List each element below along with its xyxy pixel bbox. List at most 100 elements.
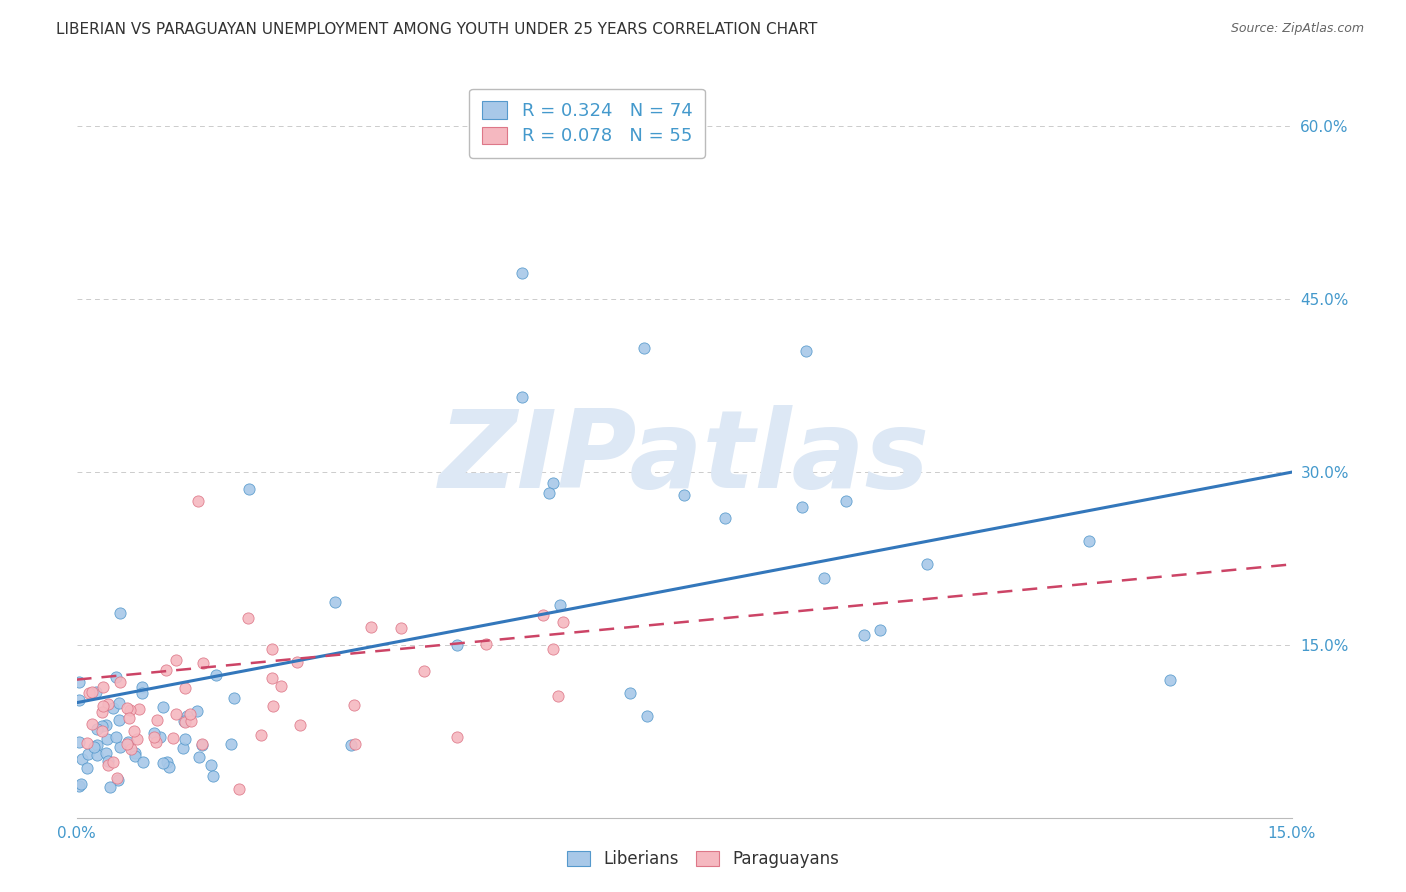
Point	[869, 623, 891, 637]
Point	[100, 780, 122, 794]
Text: ZIPatlas: ZIPatlas	[439, 405, 929, 511]
Point	[173, 714, 195, 729]
Point	[115, 737, 138, 751]
Point	[143, 730, 166, 744]
Point	[76, 736, 98, 750]
Legend: R = 0.324   N = 74, R = 0.078   N = 55: R = 0.324 N = 74, R = 0.078 N = 55	[470, 89, 704, 158]
Point	[343, 698, 366, 712]
Point	[543, 642, 565, 657]
Point	[200, 758, 222, 772]
Point	[108, 606, 131, 620]
Point	[67, 735, 90, 749]
Point	[67, 693, 90, 707]
Point	[94, 747, 117, 761]
Point	[101, 701, 124, 715]
Point	[551, 615, 574, 629]
Point	[548, 598, 571, 612]
Point	[179, 706, 201, 721]
Point	[76, 761, 98, 775]
Point	[91, 719, 114, 733]
Point	[110, 740, 132, 755]
Point	[260, 672, 283, 686]
Point	[290, 718, 312, 732]
Point	[285, 656, 308, 670]
Point	[412, 664, 434, 678]
Point	[77, 686, 100, 700]
Point	[142, 726, 165, 740]
Point	[80, 685, 103, 699]
Point	[117, 734, 139, 748]
Point	[188, 749, 211, 764]
Point	[107, 696, 129, 710]
Point	[84, 685, 107, 699]
Point	[510, 390, 533, 404]
Text: LIBERIAN VS PARAGUAYAN UNEMPLOYMENT AMONG YOUTH UNDER 25 YEARS CORRELATION CHART: LIBERIAN VS PARAGUAYAN UNEMPLOYMENT AMON…	[56, 22, 818, 37]
Point	[155, 663, 177, 677]
Point	[165, 653, 187, 667]
Point	[67, 780, 90, 794]
Point	[186, 704, 208, 718]
Point	[131, 686, 153, 700]
Point	[636, 708, 658, 723]
Point	[128, 702, 150, 716]
Point	[191, 737, 214, 751]
Point	[474, 637, 496, 651]
Point	[83, 740, 105, 755]
Point	[117, 701, 139, 715]
Point	[187, 494, 209, 508]
Point	[97, 698, 120, 712]
Point	[238, 482, 260, 496]
Point	[917, 558, 939, 572]
Point	[633, 341, 655, 355]
Point	[191, 738, 214, 752]
Point	[70, 777, 93, 791]
Point	[260, 642, 283, 657]
Point	[172, 740, 194, 755]
Point	[122, 724, 145, 739]
Point	[446, 638, 468, 652]
Point	[173, 731, 195, 746]
Point	[157, 760, 180, 774]
Point	[543, 476, 565, 491]
Point	[238, 611, 260, 625]
Point	[813, 570, 835, 584]
Point	[547, 690, 569, 704]
Point	[118, 703, 141, 717]
Point	[97, 758, 120, 772]
Point	[86, 722, 108, 736]
Point	[86, 747, 108, 762]
Point	[107, 772, 129, 787]
Point	[1078, 534, 1101, 549]
Point	[537, 486, 560, 500]
Point	[152, 700, 174, 714]
Point	[794, 344, 817, 359]
Point	[389, 621, 412, 635]
Point	[204, 667, 226, 681]
Point	[91, 706, 114, 720]
Point	[97, 754, 120, 768]
Point	[90, 724, 112, 739]
Point	[125, 731, 148, 746]
Point	[340, 738, 363, 752]
Point	[270, 679, 292, 693]
Point	[149, 731, 172, 745]
Point	[96, 718, 118, 732]
Point	[131, 680, 153, 694]
Point	[173, 714, 195, 729]
Point	[91, 680, 114, 694]
Point	[323, 595, 346, 609]
Point	[96, 732, 118, 747]
Point	[124, 748, 146, 763]
Point	[105, 771, 128, 785]
Point	[360, 620, 382, 634]
Point	[673, 488, 696, 502]
Point	[835, 494, 858, 508]
Point	[713, 511, 735, 525]
Point	[118, 711, 141, 725]
Point	[262, 699, 284, 714]
Point	[228, 782, 250, 797]
Text: Source: ZipAtlas.com: Source: ZipAtlas.com	[1230, 22, 1364, 36]
Point	[120, 741, 142, 756]
Point	[619, 686, 641, 700]
Point	[108, 675, 131, 690]
